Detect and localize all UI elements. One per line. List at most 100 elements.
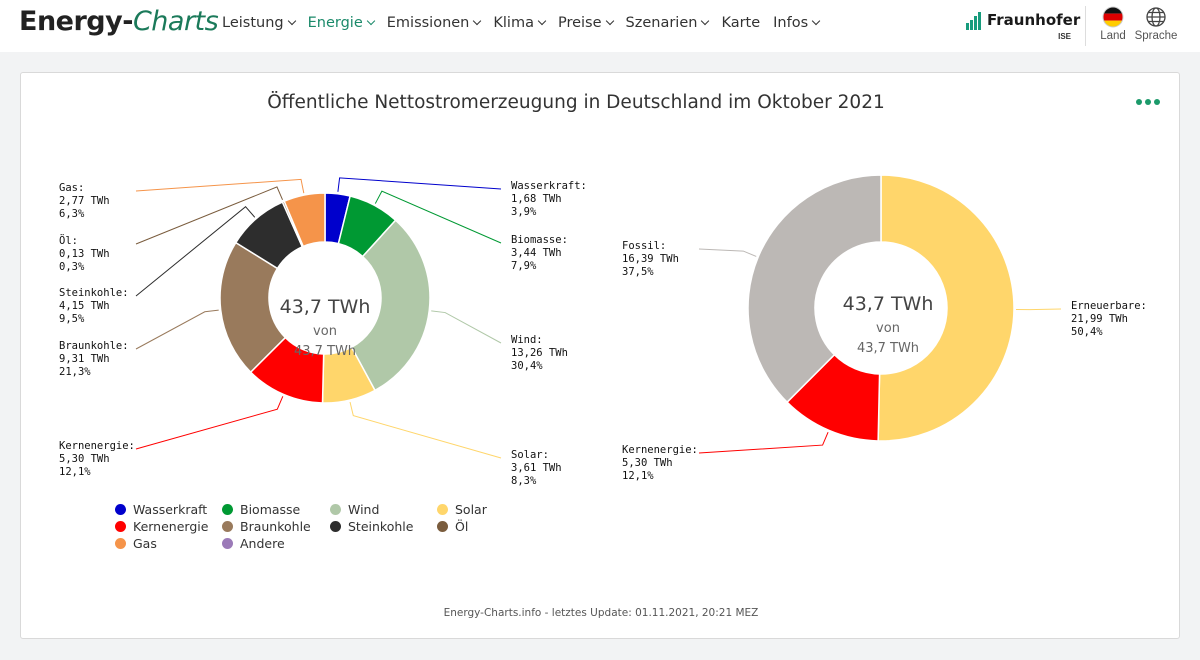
left-slice-oel-label-value: 0,13 TWh <box>59 248 110 260</box>
right-slice-kernenergie-label-value: 5,30 TWh <box>622 457 673 469</box>
legend-item-solar[interactable]: Solar <box>437 502 487 517</box>
legend-label: Kernenergie <box>133 519 209 534</box>
menu-label: Energie <box>307 15 363 31</box>
land-label: Land <box>1100 30 1126 42</box>
menu-item-energie[interactable]: Energie <box>307 15 375 31</box>
left-slice-braunkohle-label-name: Braunkohle: <box>59 340 129 352</box>
chart-menu-dots-icon[interactable] <box>1136 97 1162 107</box>
right-slice-erneuerbare-label-pct: 50,4% <box>1071 326 1103 338</box>
land-button[interactable]: Land <box>1090 6 1136 48</box>
legend-swatch <box>330 504 341 515</box>
left-center-sub-total: 43,7 TWh <box>294 344 356 359</box>
chevron-down-icon <box>701 16 710 26</box>
right-slice-fossil-label-value: 16,39 TWh <box>622 253 679 265</box>
left-center-total: 43,7 TWh <box>280 296 371 318</box>
sprache-label: Sprache <box>1134 30 1178 42</box>
legend-item-wasserkraft[interactable]: Wasserkraft <box>115 502 207 517</box>
legend-item-wind[interactable]: Wind <box>330 502 379 517</box>
left-slice-braunkohle-label-value: 9,31 TWh <box>59 353 110 365</box>
logo-text-energy: Energy- <box>19 6 133 37</box>
left-slice-steinkohle-label-pct: 9,5% <box>59 313 85 325</box>
legend-swatch <box>222 521 233 532</box>
left-slice-kernenergie-label-pct: 12,1% <box>59 466 91 478</box>
right-center-von: von <box>876 321 900 336</box>
left-slice-biomasse-label-pct: 7,9% <box>511 260 537 272</box>
left-slice-gas-label-pct: 6,3% <box>59 208 85 220</box>
update-footer: Energy-Charts.info - letztes Update: 01.… <box>443 607 759 619</box>
left-slice-braunkohle-label-pct: 21,3% <box>59 366 91 378</box>
legend-item-steinkohle[interactable]: Steinkohle <box>330 519 413 534</box>
main-menu: Leistung Energie Emissionen Klima Preise… <box>222 15 821 31</box>
left-slice-kernenergie-label-name: Kernenergie: <box>59 440 135 452</box>
donut-charts-svg: 43,7 TWh von 43,7 TWh 43,7 TWh von 43,7 … <box>59 174 1147 487</box>
legend-label: Gas <box>133 536 157 551</box>
menu-label: Karte <box>721 15 761 31</box>
fraunhofer-logo[interactable]: Fraunhofer ISE <box>966 11 1080 44</box>
left-slice-steinkohle-connector <box>135 206 256 297</box>
left-slice-biomasse-label-name: Biomasse: <box>511 234 568 246</box>
left-slice-wind-label-value: 13,26 TWh <box>511 347 568 359</box>
right-slice-kernenergie-label-pct: 12,1% <box>622 470 654 482</box>
menu-item-karte[interactable]: Karte <box>721 15 760 31</box>
legend-swatch <box>115 504 126 515</box>
legend-swatch <box>115 538 126 549</box>
legend-label: Öl <box>455 519 469 534</box>
right-center-total: 43,7 TWh <box>843 293 934 315</box>
left-slice-kernenergie-label-value: 5,30 TWh <box>59 453 110 465</box>
legend-item-gas[interactable]: Gas <box>115 536 157 551</box>
left-slice-biomasse-label-value: 3,44 TWh <box>511 247 562 259</box>
sprache-button[interactable]: Sprache <box>1133 6 1179 48</box>
menu-item-klima[interactable]: Klima <box>493 15 547 31</box>
right-slice-fossil[interactable] <box>747 174 882 404</box>
right-slice-kernenergie-label-name: Kernenergie: <box>622 444 698 456</box>
legend-item-kernenergie[interactable]: Kernenergie <box>115 519 208 534</box>
right-center-sub-total: 43,7 TWh <box>857 341 919 356</box>
menu-label: Klima <box>493 15 534 31</box>
legend-swatch <box>222 538 233 549</box>
legend-swatch <box>115 521 126 532</box>
left-slice-wind[interactable] <box>350 219 431 392</box>
left-slice-biomasse-connector <box>374 190 502 244</box>
left-slice-solar-label-pct: 8,3% <box>511 475 537 487</box>
legend-swatch <box>222 504 233 515</box>
left-slice-gas[interactable] <box>283 192 326 248</box>
menu-item-preise[interactable]: Preise <box>558 15 614 31</box>
energy-charts-logo[interactable]: Energy-Charts <box>19 6 219 37</box>
legend-item-braunkohle[interactable]: Braunkohle <box>222 519 311 534</box>
left-slice-gas-label-value: 2,77 TWh <box>59 195 110 207</box>
right-slice-kernenergie-connector <box>698 432 829 454</box>
left-slice-wind-label-name: Wind: <box>511 334 543 346</box>
left-slice-solar-label-name: Solar: <box>511 449 549 461</box>
legend-label: Wasserkraft <box>133 502 208 517</box>
right-slice-erneuerbare[interactable] <box>877 174 1015 442</box>
menu-label: Szenarien <box>625 15 698 31</box>
left-slice-kernenergie-connector <box>135 396 284 450</box>
legend-item-biomasse[interactable]: Biomasse <box>222 502 300 517</box>
menu-item-szenarien[interactable]: Szenarien <box>625 15 710 31</box>
fraunhofer-mark-icon <box>966 12 981 30</box>
menu-item-infos[interactable]: Infos <box>773 15 821 31</box>
logo-text-charts: Charts <box>132 6 219 37</box>
legend-label: Andere <box>240 536 285 551</box>
menu-item-leistung[interactable]: Leistung <box>222 15 296 31</box>
left-slice-braunkohle-connector <box>135 309 219 350</box>
left-slice-oel-label-name: Öl: <box>59 234 78 247</box>
left-slice-steinkohle-label-name: Steinkohle: <box>59 287 129 299</box>
legend-label: Biomasse <box>240 502 301 517</box>
menu-label: Infos <box>773 15 809 31</box>
menu-item-emissionen[interactable]: Emissionen <box>387 15 482 31</box>
legend-item-andere[interactable]: Andere <box>222 536 285 551</box>
legend-label: Wind <box>348 502 380 517</box>
legend-label: Steinkohle <box>348 519 414 534</box>
chevron-down-icon <box>287 16 296 26</box>
nav-divider <box>1085 6 1086 46</box>
legend-label: Solar <box>455 502 487 517</box>
legend-swatch <box>437 521 448 532</box>
right-slice-fossil-label-pct: 37,5% <box>622 266 654 278</box>
legend-item-oel[interactable]: Öl <box>437 519 468 534</box>
legend-label: Braunkohle <box>240 519 311 534</box>
german-flag-icon <box>1102 6 1124 28</box>
left-slice-solar-connector <box>349 401 502 459</box>
dot <box>1136 99 1142 105</box>
dot <box>1154 99 1160 105</box>
